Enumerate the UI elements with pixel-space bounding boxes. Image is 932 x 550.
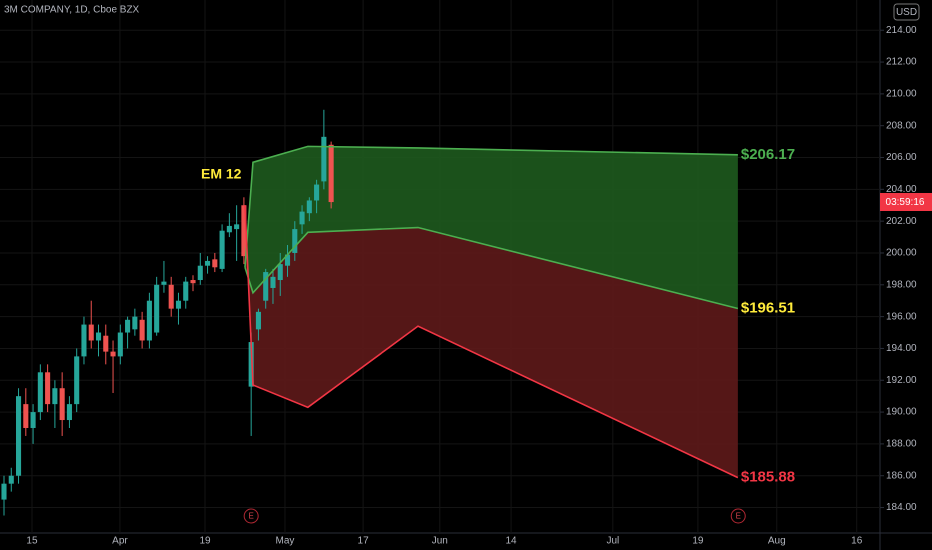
currency[interactable]: USD (896, 7, 917, 18)
candle-body (139, 319, 145, 341)
candle-body (8, 475, 14, 484)
projection-line (244, 205, 739, 479)
value-label: $196.51 (741, 299, 795, 316)
projection-line (244, 226, 739, 310)
candle-body (95, 332, 102, 341)
candle-body (81, 324, 87, 357)
earnings-label: E (736, 512, 741, 521)
projection-areas (244, 146, 738, 478)
labels: $206.17 $196.51 $185.88 E E (243, 146, 795, 524)
candle-body (321, 136, 327, 182)
x-tick-label: 16 (851, 536, 863, 547)
candle-body (37, 372, 43, 413)
candle-body (117, 332, 123, 357)
y-tick-label: 184.00 (886, 502, 917, 513)
candle-body (52, 388, 58, 405)
candle-body (175, 300, 182, 309)
candle-body (328, 144, 334, 203)
candle-body (306, 200, 312, 214)
candle-body (219, 230, 225, 269)
y-tick-label: 190.00 (886, 407, 917, 418)
projection-line (244, 145, 738, 268)
candle-body (168, 284, 174, 309)
countdown: 03:59:16 (886, 197, 925, 208)
candle-body (314, 184, 320, 201)
y-tick-label: 214.00 (886, 25, 917, 36)
x-tick-label: May (276, 536, 295, 547)
y-tick-label: 194.00 (886, 343, 917, 354)
candle-body (197, 265, 203, 281)
candle-body (248, 342, 254, 387)
y-tick-label: 210.00 (886, 89, 917, 100)
candle-body (205, 260, 211, 266)
price-tag (880, 193, 932, 211)
candles (1, 109, 334, 516)
candle-body (263, 272, 269, 301)
candle-body (270, 276, 276, 288)
chart-title: 3M COMPANY, 1D, Cboe BZX (4, 5, 140, 16)
candle-body (74, 356, 80, 405)
candle-body (190, 280, 196, 284)
candle-body (125, 319, 131, 333)
y-tick-label: 204.00 (886, 184, 917, 195)
y-tick-label: 212.00 (886, 57, 917, 68)
candle-body (226, 225, 232, 233)
x-tick-label: Aug (768, 536, 786, 547)
candle-body (299, 211, 305, 225)
projection-area (244, 146, 738, 309)
candle-body (255, 311, 261, 330)
earnings-label: E (248, 512, 253, 521)
x-tick-label: 17 (358, 536, 370, 547)
candle-body (30, 412, 36, 428)
x-tick-label: 15 (26, 536, 38, 547)
candle-body (88, 324, 94, 341)
candle-body (241, 205, 247, 257)
candle-body (146, 300, 152, 341)
currency-box[interactable] (893, 3, 920, 21)
candle-body (15, 396, 22, 476)
candle-body (277, 264, 283, 281)
y-tick-label: 198.00 (886, 279, 917, 290)
y-tick-label: 206.00 (886, 152, 917, 163)
y-tick-label: 208.00 (886, 120, 917, 131)
y-tick-label: 196.00 (886, 311, 917, 322)
candle-body (110, 351, 116, 357)
candle-body (161, 281, 167, 285)
x-tick-label: Apr (112, 536, 128, 547)
y-tick-label: 186.00 (886, 470, 917, 481)
candle-body (183, 281, 189, 301)
candle-body (59, 388, 65, 421)
candle-body (234, 224, 240, 230)
earnings-marker (243, 508, 259, 524)
candle-body (212, 259, 218, 268)
earnings-marker (730, 508, 746, 524)
y-tick-label: 192.00 (886, 375, 917, 386)
x-tick-label: 14 (505, 536, 517, 547)
y-tick-label: 202.00 (886, 216, 917, 227)
candle-body (103, 335, 109, 352)
projection-lines (244, 145, 739, 479)
x-tick-label: Jun (432, 536, 448, 547)
annotation: EM 12 (201, 166, 242, 182)
candle-body (45, 372, 51, 405)
x-tick-label: 19 (692, 536, 704, 547)
candle-body (1, 483, 7, 500)
candle-body (154, 284, 160, 333)
x-tick-label: Jul (606, 536, 619, 547)
candle-body (284, 254, 291, 266)
value-label: $185.88 (741, 469, 795, 486)
candle-body (23, 404, 29, 428)
y-tick-label: 200.00 (886, 248, 917, 259)
x-tick-label: 19 (199, 536, 211, 547)
value-label: $206.17 (741, 146, 795, 163)
candle-body (292, 229, 298, 253)
y-tick-label: 188.00 (886, 439, 917, 450)
candle-body (66, 404, 72, 421)
candle-body (132, 316, 138, 330)
projection-area (244, 205, 738, 478)
